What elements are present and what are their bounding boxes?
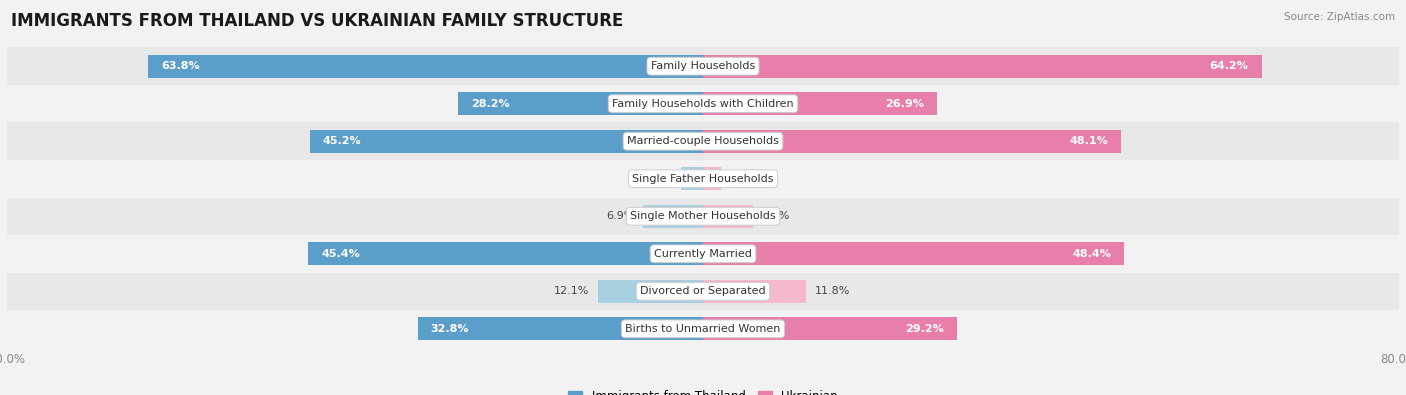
Bar bbox=[458, 92, 703, 115]
Text: 64.2%: 64.2% bbox=[1209, 61, 1249, 71]
Text: 28.2%: 28.2% bbox=[471, 99, 509, 109]
Text: 48.4%: 48.4% bbox=[1073, 249, 1111, 259]
Bar bbox=[703, 130, 1122, 153]
Text: 48.1%: 48.1% bbox=[1070, 136, 1108, 146]
Text: 45.4%: 45.4% bbox=[321, 249, 360, 259]
Text: 29.2%: 29.2% bbox=[905, 324, 943, 334]
Text: Married-couple Households: Married-couple Households bbox=[627, 136, 779, 146]
Text: Single Mother Households: Single Mother Households bbox=[630, 211, 776, 221]
Bar bbox=[7, 160, 1399, 198]
Text: Source: ZipAtlas.com: Source: ZipAtlas.com bbox=[1284, 12, 1395, 22]
Text: 2.5%: 2.5% bbox=[644, 174, 672, 184]
Text: 32.8%: 32.8% bbox=[430, 324, 470, 334]
Bar bbox=[598, 280, 703, 303]
Text: 5.7%: 5.7% bbox=[761, 211, 790, 221]
Bar bbox=[309, 130, 703, 153]
Bar bbox=[703, 280, 806, 303]
Text: 45.2%: 45.2% bbox=[323, 136, 361, 146]
Bar bbox=[703, 167, 721, 190]
Bar bbox=[682, 167, 703, 190]
Text: 26.9%: 26.9% bbox=[886, 99, 924, 109]
Text: Family Households: Family Households bbox=[651, 61, 755, 71]
Text: 11.8%: 11.8% bbox=[814, 286, 849, 296]
Bar bbox=[7, 198, 1399, 235]
Bar bbox=[7, 85, 1399, 122]
Text: Currently Married: Currently Married bbox=[654, 249, 752, 259]
Bar bbox=[703, 242, 1123, 265]
Text: 12.1%: 12.1% bbox=[554, 286, 589, 296]
Bar bbox=[643, 205, 703, 228]
Bar bbox=[7, 122, 1399, 160]
Bar bbox=[418, 317, 703, 340]
Bar bbox=[148, 55, 703, 78]
Text: Family Households with Children: Family Households with Children bbox=[612, 99, 794, 109]
Bar bbox=[703, 55, 1261, 78]
Bar bbox=[7, 310, 1399, 348]
Bar bbox=[703, 205, 752, 228]
Text: Births to Unmarried Women: Births to Unmarried Women bbox=[626, 324, 780, 334]
Text: 2.1%: 2.1% bbox=[730, 174, 758, 184]
Bar bbox=[703, 92, 936, 115]
Text: Divorced or Separated: Divorced or Separated bbox=[640, 286, 766, 296]
Text: 6.9%: 6.9% bbox=[606, 211, 634, 221]
Text: 63.8%: 63.8% bbox=[162, 61, 200, 71]
Legend: Immigrants from Thailand, Ukrainian: Immigrants from Thailand, Ukrainian bbox=[564, 385, 842, 395]
Bar bbox=[7, 235, 1399, 273]
Bar bbox=[7, 47, 1399, 85]
Text: Single Father Households: Single Father Households bbox=[633, 174, 773, 184]
Bar bbox=[7, 273, 1399, 310]
Text: IMMIGRANTS FROM THAILAND VS UKRAINIAN FAMILY STRUCTURE: IMMIGRANTS FROM THAILAND VS UKRAINIAN FA… bbox=[11, 12, 624, 30]
Bar bbox=[703, 317, 957, 340]
Bar bbox=[308, 242, 703, 265]
